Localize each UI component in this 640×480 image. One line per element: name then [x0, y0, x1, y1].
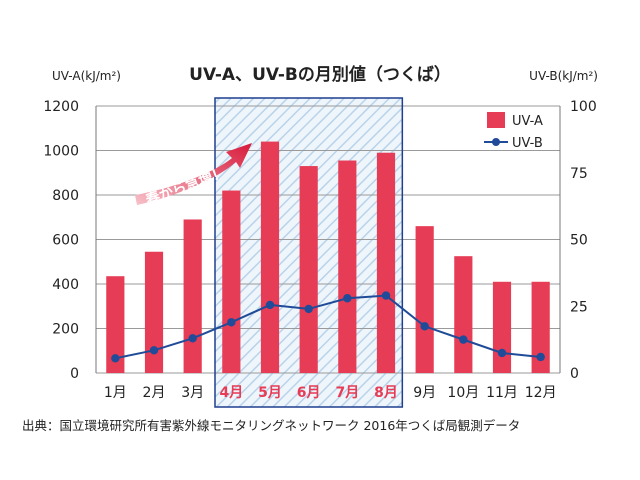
- x-tick-label: 5月: [258, 385, 282, 401]
- x-tick-label: 10月: [447, 385, 479, 401]
- uv-b-line: [111, 291, 545, 363]
- x-tick-label: 7月: [335, 385, 359, 401]
- uv-b-point: [149, 346, 159, 355]
- y-left-tick-label: 600: [52, 233, 79, 249]
- legend-marker-uv-b: [492, 138, 500, 146]
- x-axis-ticks: 1月 2月 3月 4月 5月 6月 7月 8月 9月 10月 11月 12月: [104, 385, 557, 401]
- bar-uv-a: [492, 281, 512, 373]
- uv-b-point: [343, 294, 352, 303]
- y-left-tick-label: 1200: [43, 99, 79, 115]
- uv-a-bars: [106, 141, 550, 373]
- bar-uv-a: [338, 160, 357, 373]
- y-left-tick-label: 0: [70, 366, 79, 382]
- x-tick-label: 2月: [143, 385, 166, 401]
- bar-uv-a: [222, 190, 241, 373]
- y-left-tick-label: 1000: [43, 144, 79, 160]
- x-tick-label: 9月: [413, 385, 436, 401]
- x-tick-label: 8月: [374, 385, 398, 401]
- rising-arrow-icon: [135, 143, 252, 205]
- bar-uv-a: [376, 152, 396, 373]
- bar-uv-a: [299, 166, 318, 373]
- gridlines: [95, 105, 561, 374]
- bar-uv-a: [106, 276, 125, 373]
- y-right-tick-label: 100: [570, 99, 597, 115]
- x-tick-label: 1月: [104, 385, 127, 401]
- bar-uv-a: [415, 226, 434, 373]
- legend-swatch-uv-a: [487, 112, 505, 128]
- legend-label-uv-a: UV-A: [512, 114, 543, 129]
- uv-b-point: [227, 318, 236, 327]
- y-axis-left-label: UV-A(kJ/m²): [52, 69, 121, 83]
- y-axis-right-ticks: 0 25 50 75 100: [570, 99, 597, 382]
- uv-b-point: [304, 304, 313, 314]
- uv-b-point: [536, 352, 545, 362]
- x-tick-label: 3月: [181, 385, 204, 401]
- x-tick-label: 6月: [297, 385, 321, 401]
- uv-b-point: [111, 354, 120, 363]
- uv-b-point: [497, 348, 507, 358]
- y-left-tick-label: 400: [52, 277, 79, 293]
- x-tick-label: 12月: [525, 385, 557, 401]
- uv-b-point: [265, 300, 275, 310]
- y-right-tick-label: 25: [570, 299, 588, 315]
- y-right-tick-label: 0: [570, 366, 579, 382]
- source-note: 出典：国立環境研究所有害紫外線モニタリングネットワーク 2016年つくば局観測デ…: [22, 418, 520, 433]
- bar-uv-a: [531, 281, 550, 373]
- uv-b-series-line: [115, 294, 541, 360]
- uv-b-point: [188, 334, 197, 343]
- bar-uv-a: [183, 219, 202, 373]
- x-tick-label: 11月: [486, 385, 518, 401]
- bar-uv-a: [454, 256, 473, 373]
- uv-b-point: [381, 291, 391, 300]
- legend-label-uv-b: UV-B: [512, 136, 543, 151]
- y-right-tick-label: 75: [570, 166, 588, 182]
- y-right-tick-label: 50: [570, 233, 588, 249]
- bar-uv-a: [260, 141, 280, 373]
- bar-uv-a: [144, 251, 164, 373]
- y-left-tick-label: 200: [52, 322, 79, 338]
- x-tick-label: 4月: [219, 385, 243, 401]
- y-axis-right-label: UV-B(kJ/m²): [529, 69, 598, 83]
- y-axis-left-ticks: 0 200 400 600 800 1000 1200: [43, 99, 79, 382]
- highlight-border: [214, 97, 404, 408]
- uv-b-point: [420, 322, 429, 331]
- chart-title: UV-A、UV-Bの月別値（つくば）: [189, 64, 451, 85]
- legend: UV-A UV-B: [484, 112, 543, 151]
- uv-b-point: [459, 335, 468, 344]
- y-left-tick-label: 800: [52, 188, 79, 204]
